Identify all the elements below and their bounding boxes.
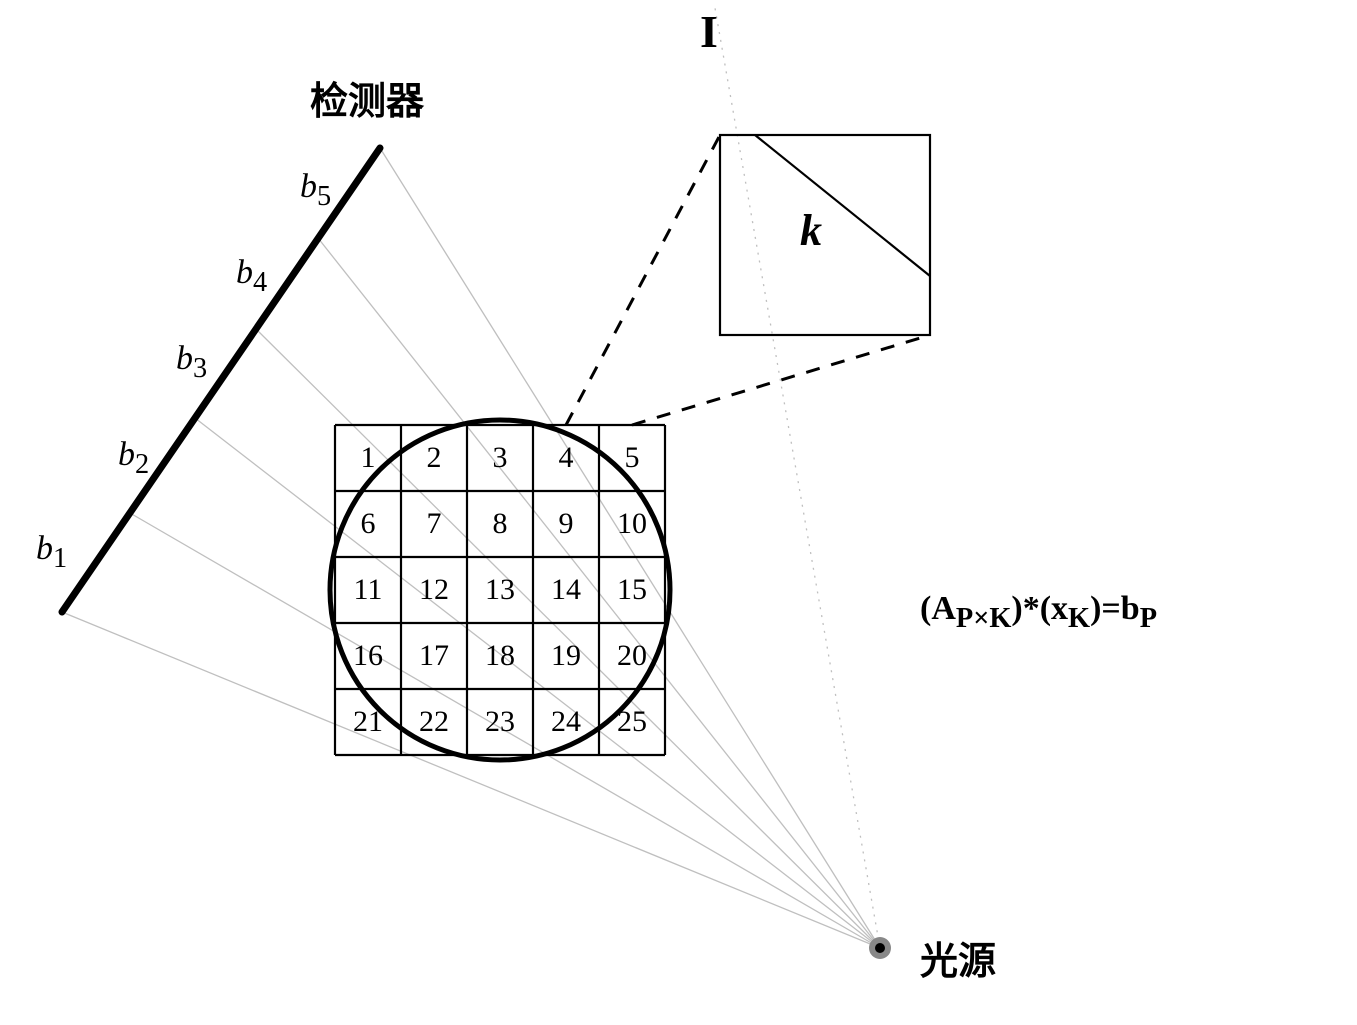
detector-bin-b5: b5 <box>300 168 331 213</box>
detector-bin-b3: b3 <box>176 340 207 385</box>
diagram-canvas: 1234567891011121314151617181920212223242… <box>0 0 1357 1025</box>
svg-text:19: 19 <box>551 639 581 672</box>
svg-text:10: 10 <box>617 507 647 540</box>
source-title: 光源 <box>920 930 996 985</box>
svg-text:3: 3 <box>493 441 508 474</box>
svg-text:8: 8 <box>493 507 508 540</box>
svg-text:24: 24 <box>551 705 581 738</box>
svg-text:22: 22 <box>419 705 449 738</box>
svg-text:13: 13 <box>485 573 515 606</box>
svg-text:9: 9 <box>559 507 574 540</box>
svg-text:14: 14 <box>551 573 581 606</box>
detector-title: 检测器 <box>310 70 424 125</box>
svg-text:4: 4 <box>559 441 574 474</box>
svg-text:5: 5 <box>625 441 640 474</box>
svg-text:20: 20 <box>617 639 647 672</box>
svg-text:17: 17 <box>419 639 449 672</box>
top-marker: I <box>700 5 718 58</box>
detector-bin-b4: b4 <box>236 254 267 299</box>
detector-bin-b2: b2 <box>118 436 149 481</box>
svg-text:2: 2 <box>427 441 442 474</box>
svg-text:6: 6 <box>361 507 376 540</box>
svg-text:15: 15 <box>617 573 647 606</box>
diagram-svg: 1234567891011121314151617181920212223242… <box>0 0 1357 1025</box>
svg-text:7: 7 <box>427 507 442 540</box>
svg-text:16: 16 <box>353 639 383 672</box>
equation: (AP×K)*(xK)=bP <box>920 590 1157 635</box>
detector-bin-b1: b1 <box>36 530 67 575</box>
svg-text:12: 12 <box>419 573 449 606</box>
svg-text:23: 23 <box>485 705 515 738</box>
svg-text:18: 18 <box>485 639 515 672</box>
svg-text:11: 11 <box>354 573 383 606</box>
k-label: k <box>800 205 822 256</box>
svg-text:1: 1 <box>361 441 376 474</box>
